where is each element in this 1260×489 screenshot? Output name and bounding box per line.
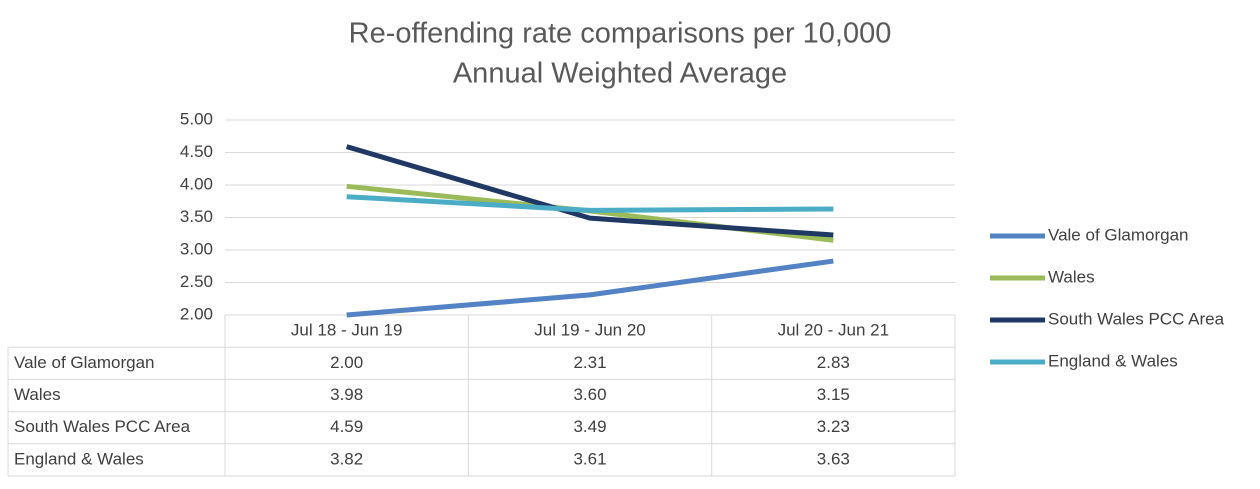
table-cell: 3.82 — [330, 449, 363, 468]
x-tick-label: Jul 19 - Jun 20 — [534, 321, 646, 340]
table-cell: 3.63 — [817, 449, 850, 468]
table-cell: 3.23 — [817, 417, 850, 436]
legend-label: England & Wales — [1048, 351, 1178, 370]
y-tick-label: 4.00 — [180, 174, 213, 193]
table-cell: 2.00 — [330, 353, 363, 372]
y-tick-label: 2.50 — [180, 272, 213, 291]
y-tick-label: 2.00 — [180, 304, 213, 323]
table-cell: 3.61 — [573, 449, 606, 468]
y-tick-label: 3.00 — [180, 239, 213, 258]
table-row-label: Wales — [14, 385, 61, 404]
x-tick-label: Jul 20 - Jun 21 — [778, 321, 890, 340]
x-tick-label: Jul 18 - Jun 19 — [291, 321, 403, 340]
y-tick-label: 5.00 — [180, 109, 213, 128]
table-cell: 2.83 — [817, 353, 850, 372]
table-cell: 4.59 — [330, 417, 363, 436]
table-cell: 2.31 — [573, 353, 606, 372]
y-tick-label: 3.50 — [180, 207, 213, 226]
table-row-label: Vale of Glamorgan — [14, 353, 154, 372]
series-line — [346, 194, 834, 213]
table-cell: 3.15 — [817, 385, 850, 404]
series-line — [345, 144, 834, 238]
table-cell: 3.60 — [573, 385, 606, 404]
legend-label: Vale of Glamorgan — [1048, 225, 1188, 244]
table-cell: 3.49 — [573, 417, 606, 436]
y-tick-label: 4.50 — [180, 142, 213, 161]
series-line — [346, 258, 834, 318]
table-cell: 3.98 — [330, 385, 363, 404]
legend-label: South Wales PCC Area — [1048, 309, 1225, 328]
table-row-label: South Wales PCC Area — [14, 417, 191, 436]
table-row-label: England & Wales — [14, 449, 144, 468]
chart-subtitle: Annual Weighted Average — [453, 58, 787, 90]
chart-title: Re-offending rate comparisons per 10,000 — [349, 18, 892, 50]
legend-label: Wales — [1048, 267, 1095, 286]
